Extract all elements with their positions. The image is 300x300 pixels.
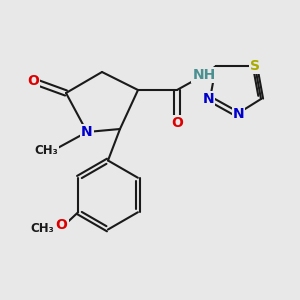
Text: N: N xyxy=(233,107,244,121)
Text: NH: NH xyxy=(192,68,216,82)
Text: N: N xyxy=(81,125,93,139)
Text: S: S xyxy=(250,59,260,73)
Text: O: O xyxy=(27,74,39,88)
Text: O: O xyxy=(56,218,68,232)
Text: O: O xyxy=(171,116,183,130)
Text: CH₃: CH₃ xyxy=(30,221,54,235)
Text: N: N xyxy=(203,92,214,106)
Text: CH₃: CH₃ xyxy=(34,143,58,157)
